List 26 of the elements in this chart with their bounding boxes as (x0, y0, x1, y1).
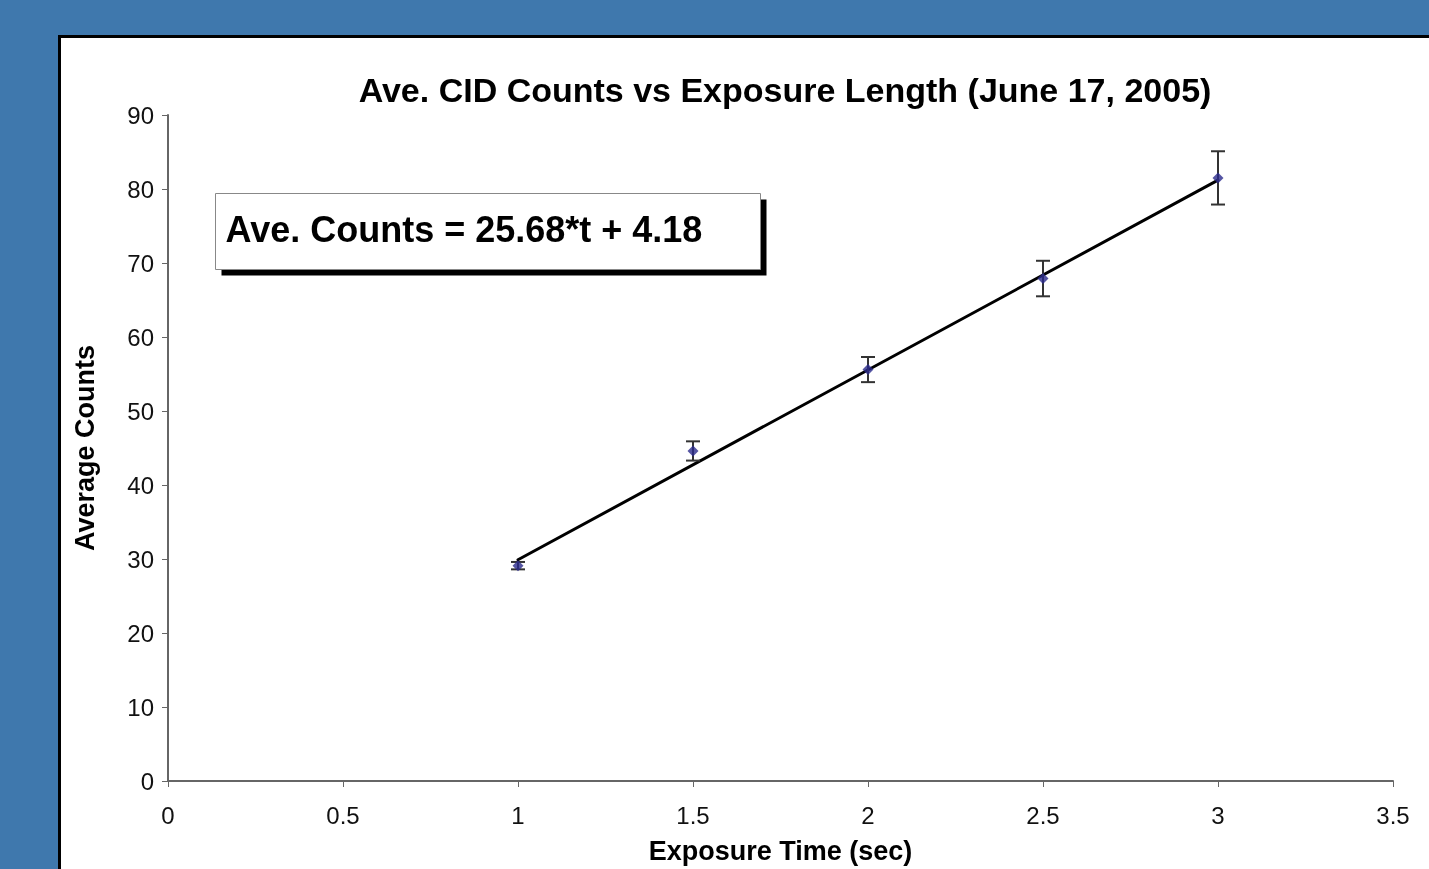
y-tick-label: 30 (127, 545, 154, 573)
x-tick-label: 3 (1211, 801, 1225, 829)
y-tick-label: 60 (127, 323, 154, 351)
y-tick-label: 80 (127, 175, 154, 203)
y-tick-label: 20 (127, 619, 154, 647)
y-tick-label: 40 (127, 471, 154, 499)
x-tick-label: 2 (861, 801, 875, 829)
annotation: Ave. Counts = 25.68*t + 4.18 (225, 209, 703, 250)
x-tick-label: 3.5 (1376, 801, 1410, 829)
x-tick-label: 1.5 (676, 801, 710, 829)
point (1212, 172, 1224, 184)
point (687, 445, 699, 457)
point (1037, 273, 1049, 285)
x-axis-title: Exposure Time (sec) (648, 835, 913, 866)
y-tick-label: 90 (127, 101, 154, 129)
y-tick-label: 50 (127, 397, 154, 425)
y-tick-label: 70 (127, 249, 154, 277)
x-tick-label: 2.5 (1026, 801, 1060, 829)
point (862, 364, 874, 376)
y-tick-label: 0 (140, 767, 154, 795)
y-axis-title: Average Counts (69, 344, 100, 552)
x-tick-label: 1 (511, 801, 525, 829)
x-tick-label: 0.5 (326, 801, 360, 829)
y-tick-label: 10 (127, 693, 154, 721)
chart-title: Ave. CID Counts vs Exposure Length (June 17, 2005) (358, 71, 1212, 109)
x-tick-label: 0 (161, 801, 175, 829)
